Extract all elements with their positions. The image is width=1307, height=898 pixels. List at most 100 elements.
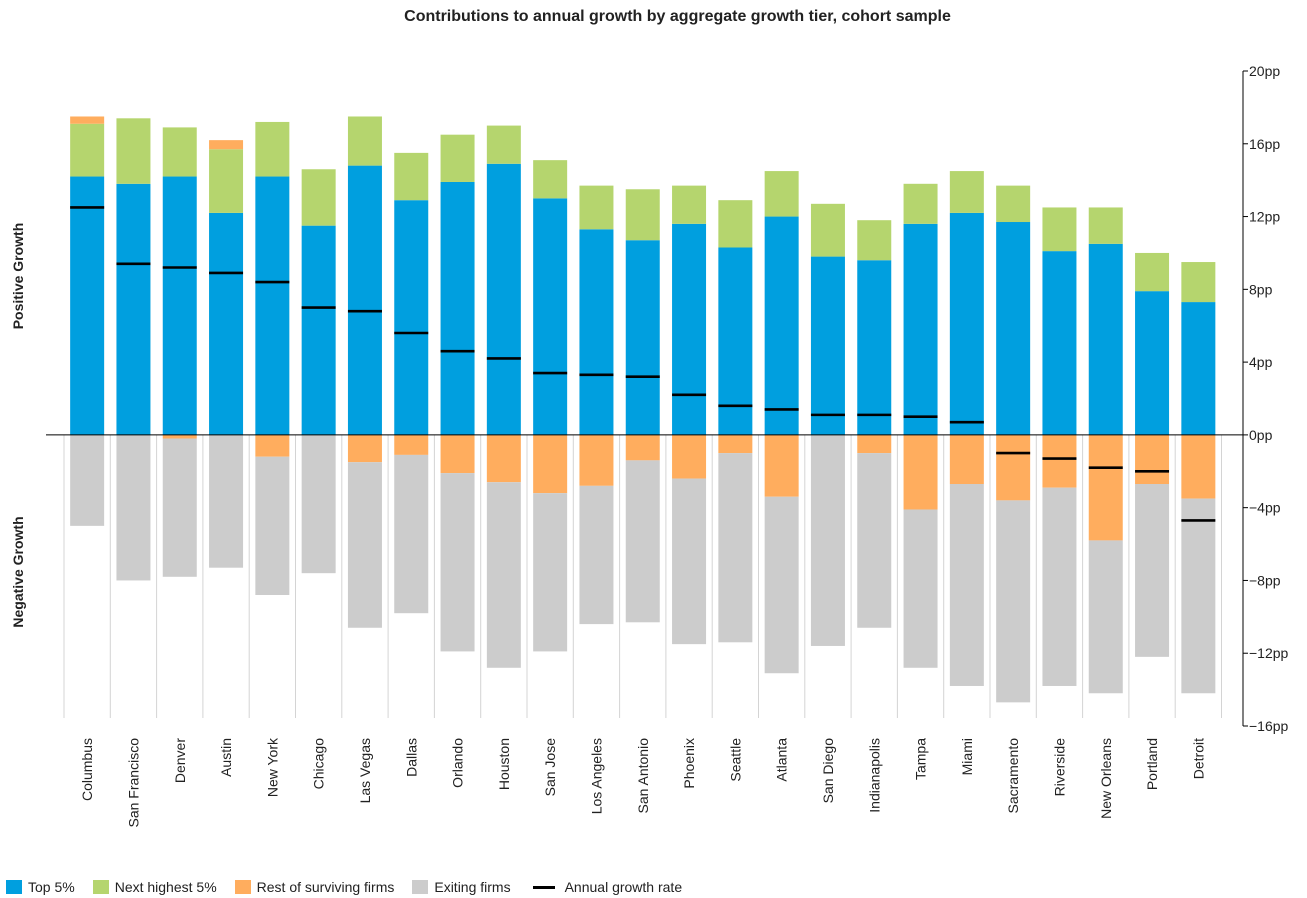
- category-label-new-york: New York: [264, 737, 280, 797]
- bar-exiting-firms-sacramento: [996, 500, 1031, 703]
- chart-legend: Top 5% Next highest 5% Rest of surviving f…: [6, 877, 700, 897]
- legend-label-annual-growth-rate: Annual growth rate: [564, 879, 683, 895]
- bar-top-5-san-francisco: [116, 183, 151, 435]
- bar-top-5-los-angeles: [579, 229, 614, 435]
- bar-top-5-sacramento: [996, 222, 1031, 435]
- bar-top-5-denver: [162, 176, 197, 435]
- legend-swatch-annual-growth-rate: [532, 885, 555, 889]
- category-label-denver: Denver: [172, 738, 188, 783]
- bar-rest-of-surviving-firms-sacramento: [996, 434, 1031, 501]
- y-tick-label: 4pp: [1249, 354, 1273, 370]
- bar-top-5-new-orleans: [1088, 243, 1123, 435]
- bar-exiting-firms-las-vegas: [347, 462, 382, 628]
- bar-rest-of-surviving-firms-atlanta: [764, 434, 799, 497]
- category-label-portland: Portland: [1144, 738, 1160, 790]
- legend-item-annual-growth-rate: Annual growth rate: [529, 879, 683, 895]
- bar-top-5-phoenix: [672, 223, 707, 435]
- bar-exiting-firms-indianapolis: [857, 453, 892, 628]
- bar-rest-of-surviving-firms-portland: [1135, 434, 1170, 485]
- bar-next-highest-5-portland: [1135, 252, 1170, 292]
- bar-rest-of-surviving-firms-orlando: [440, 434, 475, 474]
- legend-item-top-5: Top 5%: [6, 879, 75, 895]
- bar-rest-of-surviving-firms-houston: [486, 434, 521, 483]
- y-tick-label: −16pp: [1249, 718, 1289, 734]
- bar-rest-of-surviving-firms-phoenix: [672, 434, 707, 479]
- category-label-dallas: Dallas: [403, 738, 419, 777]
- legend-label-top-5: Top 5%: [28, 879, 75, 895]
- bar-next-highest-5-detroit: [1181, 262, 1216, 303]
- bar-next-highest-5-san-francisco: [116, 118, 151, 184]
- bar-next-highest-5-riverside: [1042, 207, 1077, 252]
- bar-exiting-firms-austin: [209, 434, 244, 568]
- bar-exiting-firms-new-orleans: [1088, 540, 1123, 694]
- bar-next-highest-5-chicago: [301, 169, 336, 226]
- bar-exiting-firms-denver: [162, 438, 197, 577]
- bar-next-highest-5-indianapolis: [857, 220, 892, 261]
- y-tick-label: 8pp: [1249, 281, 1273, 297]
- bar-exiting-firms-los-angeles: [579, 485, 614, 625]
- bar-top-5-dallas: [394, 200, 429, 435]
- bar-rest-of-surviving-firms-indianapolis: [857, 434, 892, 454]
- category-label-san-antonio: San Antonio: [635, 738, 651, 814]
- bar-rest-of-surviving-firms-austin: [209, 140, 244, 150]
- y-tick-label: 0pp: [1249, 427, 1273, 443]
- bar-next-highest-5-new-york: [255, 121, 290, 177]
- bar-rest-of-surviving-firms-miami: [949, 434, 984, 485]
- bar-top-5-detroit: [1181, 302, 1216, 435]
- bar-exiting-firms-miami: [949, 484, 984, 686]
- legend-item-next-highest-5: Next highest 5%: [92, 879, 217, 895]
- bar-next-highest-5-miami: [949, 171, 984, 213]
- legend-swatch-exiting-firms: [412, 880, 429, 894]
- bar-top-5-san-diego: [810, 256, 845, 435]
- y-tick-label: 12pp: [1249, 209, 1280, 225]
- y-tick-label: 16pp: [1249, 136, 1280, 152]
- category-label-san-francisco: San Francisco: [125, 738, 141, 828]
- legend-item-exiting-firms: Exiting firms: [412, 879, 511, 895]
- bar-next-highest-5-las-vegas: [347, 116, 382, 166]
- category-label-phoenix: Phoenix: [681, 738, 697, 789]
- bar-top-5-houston: [486, 163, 521, 435]
- bar-next-highest-5-seattle: [718, 200, 753, 248]
- bar-rest-of-surviving-firms-san-antonio: [625, 434, 660, 461]
- bar-next-highest-5-austin: [209, 149, 244, 213]
- bar-rest-of-surviving-firms-riverside: [1042, 434, 1077, 488]
- bar-rest-of-surviving-firms-seattle: [718, 434, 753, 454]
- legend-item-rest-of-surviving-firms: Rest of surviving firms: [234, 879, 394, 895]
- category-label-las-vegas: Las Vegas: [357, 738, 373, 803]
- bar-rest-of-surviving-firms-denver: [162, 434, 197, 439]
- category-label-seattle: Seattle: [727, 738, 743, 782]
- bar-top-5-san-jose: [533, 198, 568, 435]
- bar-exiting-firms-riverside: [1042, 487, 1077, 686]
- bar-rest-of-surviving-firms-columbus: [70, 116, 105, 124]
- bar-next-highest-5-denver: [162, 127, 197, 177]
- bar-exiting-firms-seattle: [718, 453, 753, 643]
- bar-exiting-firms-san-diego: [810, 434, 845, 646]
- bar-next-highest-5-houston: [486, 125, 521, 164]
- bar-next-highest-5-san-diego: [810, 203, 845, 257]
- bar-next-highest-5-atlanta: [764, 171, 799, 217]
- bar-exiting-firms-phoenix: [672, 478, 707, 645]
- legend-label-exiting-firms: Exiting firms: [434, 879, 511, 895]
- category-label-austin: Austin: [218, 738, 234, 777]
- bar-rest-of-surviving-firms-los-angeles: [579, 434, 614, 486]
- bar-top-5-tampa: [903, 223, 938, 435]
- bar-top-5-new-york: [255, 176, 290, 435]
- bar-next-highest-5-columbus: [70, 123, 105, 177]
- bar-top-5-portland: [1135, 291, 1170, 435]
- bar-top-5-seattle: [718, 247, 753, 435]
- bar-top-5-orlando: [440, 181, 475, 435]
- bar-top-5-columbus: [70, 176, 105, 435]
- category-label-columbus: Columbus: [79, 738, 95, 801]
- bar-top-5-las-vegas: [347, 165, 382, 435]
- legend-swatch-top-5: [6, 880, 22, 894]
- bar-next-highest-5-phoenix: [672, 185, 707, 224]
- bar-next-highest-5-los-angeles: [579, 185, 614, 230]
- bar-exiting-firms-chicago: [301, 434, 336, 574]
- bar-top-5-indianapolis: [857, 260, 892, 435]
- bar-exiting-firms-san-francisco: [116, 434, 151, 581]
- category-label-orlando: Orlando: [450, 738, 466, 788]
- bar-exiting-firms-new-york: [255, 456, 290, 595]
- bar-rest-of-surviving-firms-las-vegas: [347, 434, 382, 463]
- bar-exiting-firms-orlando: [440, 473, 475, 652]
- legend-swatch-next-highest-5: [92, 880, 109, 894]
